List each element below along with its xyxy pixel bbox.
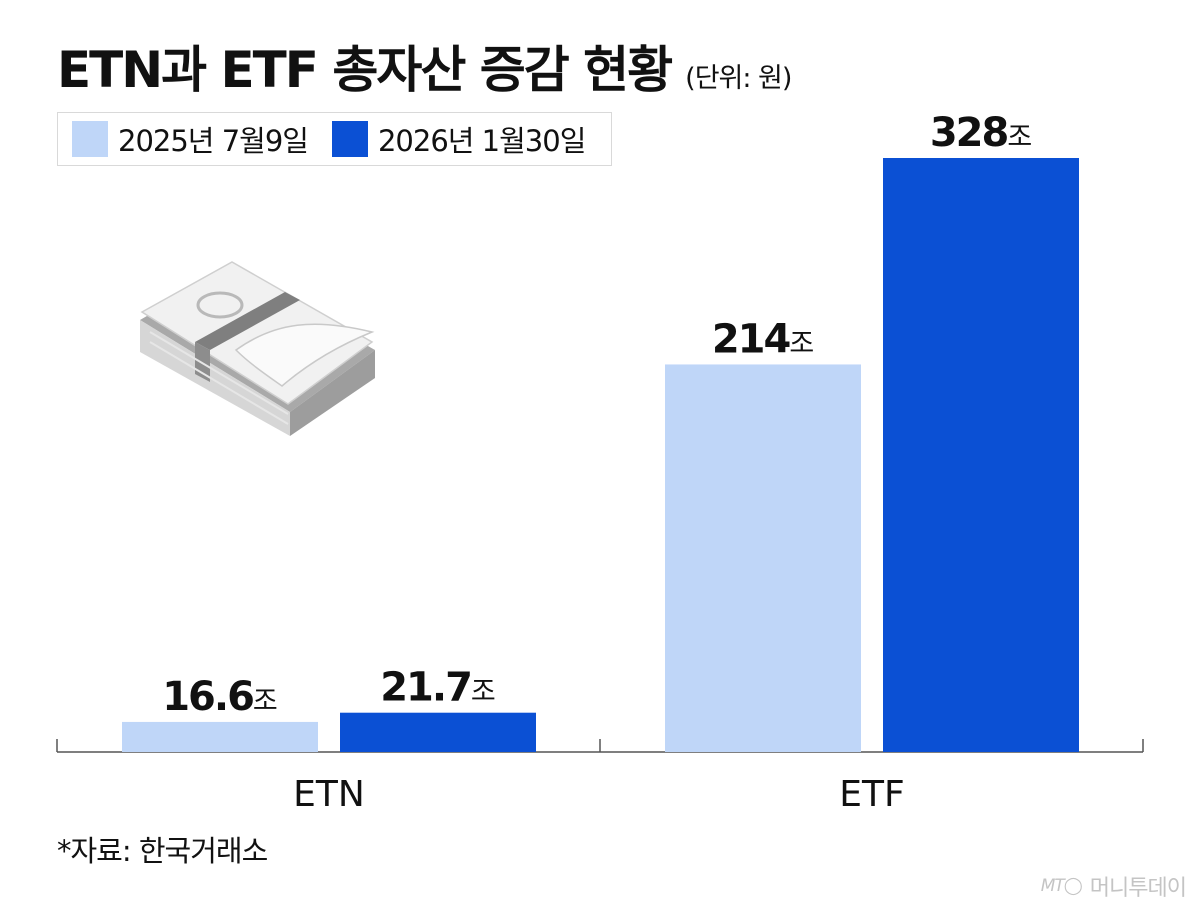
legend-item-2: 2026년 1월30일 [331,118,586,160]
category-labels-group: ETN ETF [293,774,905,815]
mt-logo-icon: MT◯ [1040,876,1083,896]
value-labels-group: 16.6조 21.7조 214조 328조 [162,110,1032,720]
category-label-etn: ETN [293,774,365,815]
value-label-etf-2: 328조 [930,110,1032,156]
legend-swatch-2 [331,121,368,157]
legend: 2025년 7월9일 2026년 1월30일 [57,112,612,166]
bar-etn-2 [340,712,536,752]
bar-etn-1 [122,721,318,752]
watermark: MT◯ 머니투데이 [1040,870,1187,902]
value-label-etn-1: 16.6조 [162,674,278,720]
bar-etf-1 [665,364,861,752]
money-stack-icon [140,261,375,436]
title-block: ETN과 ETF 총자산 증감 현황 (단위: 원) [57,30,792,102]
watermark-brand: 머니투데이 [1089,876,1187,901]
value-label-etf-1: 214조 [712,316,814,362]
legend-label-2: 2026년 1월30일 [377,124,586,158]
chart-title: ETN과 ETF 총자산 증감 현황 [57,41,673,99]
bars-group [122,158,1079,752]
unit-label: (단위: 원) [685,63,792,94]
source-note: *자료: 한국거래소 [57,834,268,868]
bar-etf-2 [883,158,1079,752]
legend-label-1: 2025년 7월9일 [118,124,309,158]
category-label-etf: ETF [839,774,904,815]
legend-swatch-1 [72,121,108,157]
legend-item-1: 2025년 7월9일 [72,118,309,160]
value-label-etn-2: 21.7조 [380,665,496,711]
